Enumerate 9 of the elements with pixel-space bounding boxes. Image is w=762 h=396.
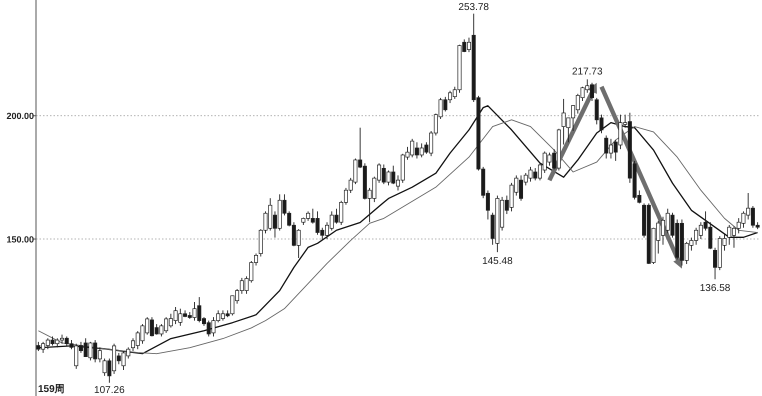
annotation: 217.73: [572, 66, 604, 78]
annotation: 159周: [38, 383, 65, 395]
y-tick-label: 150.00: [6, 234, 34, 245]
annotation: 145.48: [482, 256, 514, 268]
annotation: 136.58: [700, 283, 731, 294]
annotation: 107.26: [94, 385, 126, 396]
annotation: 253.78: [458, 2, 490, 13]
y-tick-label: 200.00: [6, 111, 34, 122]
candlestick: [528, 166, 533, 182]
